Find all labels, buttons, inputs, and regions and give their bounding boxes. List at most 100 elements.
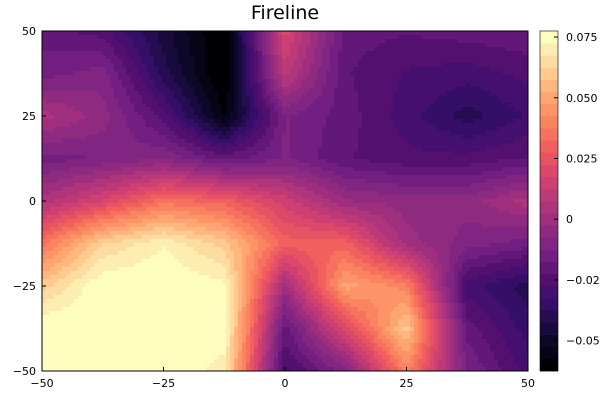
contour-cell bbox=[162, 179, 167, 184]
contour-cell bbox=[158, 67, 163, 72]
contour-cell bbox=[242, 59, 247, 64]
contour-cell bbox=[502, 155, 507, 160]
contour-cell bbox=[138, 187, 143, 192]
contour-cell bbox=[334, 131, 339, 136]
contour-cell bbox=[290, 131, 295, 136]
contour-cell bbox=[158, 151, 163, 156]
contour-cell bbox=[94, 55, 99, 60]
contour-cell bbox=[338, 43, 343, 48]
contour-cell bbox=[250, 99, 255, 104]
contour-cell bbox=[402, 51, 407, 56]
contour-cell bbox=[502, 107, 507, 112]
contour-cell bbox=[118, 175, 123, 180]
contour-cell bbox=[446, 151, 451, 156]
contour-cell bbox=[218, 51, 223, 56]
contour-cell bbox=[194, 151, 199, 156]
contour-cell bbox=[378, 119, 383, 124]
contour-cell bbox=[418, 67, 423, 72]
contour-cell bbox=[150, 35, 155, 40]
contour-cell bbox=[78, 131, 83, 136]
contour-cell bbox=[234, 119, 239, 124]
contour-cell bbox=[486, 127, 491, 132]
contour-cell bbox=[198, 167, 203, 172]
contour-cell bbox=[486, 147, 491, 152]
contour-cell bbox=[206, 107, 211, 112]
contour-cell bbox=[294, 183, 299, 188]
contour-cell bbox=[398, 103, 403, 108]
contour-cell bbox=[422, 127, 427, 132]
contour-cell bbox=[430, 127, 435, 132]
contour-cell bbox=[142, 163, 147, 168]
contour-cell bbox=[58, 103, 63, 108]
contour-cell bbox=[82, 167, 87, 172]
contour-cell bbox=[58, 59, 63, 64]
contour-cell bbox=[494, 143, 499, 148]
contour-cell bbox=[74, 63, 79, 68]
contour-cell bbox=[350, 139, 355, 144]
contour-cell bbox=[298, 191, 303, 196]
contour-cell bbox=[82, 79, 87, 84]
contour-cell bbox=[130, 95, 135, 100]
contour-cell bbox=[118, 71, 123, 76]
contour-cell bbox=[310, 63, 315, 68]
contour-cell bbox=[222, 43, 227, 48]
contour-cell bbox=[198, 31, 203, 36]
contour-cell bbox=[342, 107, 347, 112]
contour-cell bbox=[450, 119, 455, 124]
contour-cell bbox=[182, 123, 187, 128]
contour-cell bbox=[170, 151, 175, 156]
contour-cell bbox=[474, 91, 479, 96]
contour-cell bbox=[342, 167, 347, 172]
contour-cell bbox=[242, 159, 247, 164]
contour-cell bbox=[250, 71, 255, 76]
contour-cell bbox=[458, 115, 463, 120]
contour-cell bbox=[206, 171, 211, 176]
contour-cell bbox=[98, 51, 103, 56]
contour-cell bbox=[74, 51, 79, 56]
contour-cell bbox=[82, 31, 87, 36]
contour-cell bbox=[346, 179, 351, 184]
contour-cell bbox=[238, 139, 243, 144]
contour-cell bbox=[166, 51, 171, 56]
contour-cell bbox=[382, 55, 387, 60]
contour-cell bbox=[322, 79, 327, 84]
contour-cell bbox=[510, 91, 515, 96]
contour-cell bbox=[338, 127, 343, 132]
contour-cell bbox=[342, 99, 347, 104]
contour-cell bbox=[50, 139, 55, 144]
contour-cell bbox=[222, 67, 227, 72]
contour-cell bbox=[522, 115, 527, 120]
contour-cell bbox=[74, 83, 79, 88]
contour-cell bbox=[114, 71, 119, 76]
contour-cell bbox=[66, 91, 71, 96]
contour-cell bbox=[506, 95, 511, 100]
contour-cell bbox=[218, 79, 223, 84]
contour-cell bbox=[154, 63, 159, 68]
contour-cell bbox=[474, 55, 479, 60]
contour-cell bbox=[266, 91, 271, 96]
contour-cell bbox=[42, 147, 47, 152]
contour-cell bbox=[114, 95, 119, 100]
contour-cell bbox=[218, 55, 223, 60]
contour-cell bbox=[422, 131, 427, 136]
contour-cell bbox=[342, 191, 347, 196]
contour-cell bbox=[98, 143, 103, 148]
contour-cell bbox=[130, 107, 135, 112]
contour-cell bbox=[514, 167, 519, 172]
contour-cell bbox=[50, 123, 55, 128]
contour-cell bbox=[310, 95, 315, 100]
contour-cell bbox=[274, 155, 279, 160]
contour-cell bbox=[386, 179, 391, 184]
contour-cell bbox=[222, 107, 227, 112]
contour-cell bbox=[298, 187, 303, 192]
contour-cell bbox=[378, 51, 383, 56]
contour-cell bbox=[298, 87, 303, 92]
contour-cell bbox=[514, 63, 519, 68]
contour-cell bbox=[86, 139, 91, 144]
contour-cell bbox=[94, 31, 99, 36]
contour-cell bbox=[418, 135, 423, 140]
contour-cell bbox=[518, 103, 523, 108]
contour-cell bbox=[466, 179, 471, 184]
contour-cell bbox=[474, 135, 479, 140]
contour-cell bbox=[514, 67, 519, 72]
